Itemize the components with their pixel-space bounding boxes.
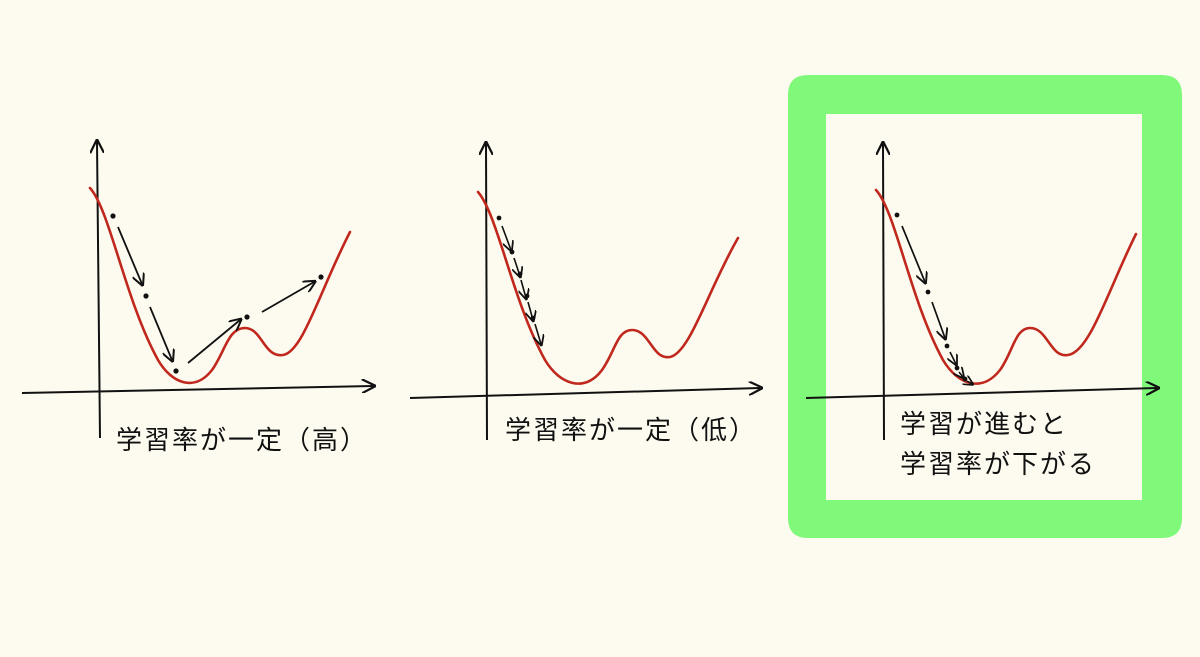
step-arrow [967,381,972,384]
y-axis [883,144,884,441]
step-arrow [261,282,314,313]
step-arrow [521,279,526,298]
step-arrow [528,301,533,320]
step-arrow [117,226,142,284]
step-arrow [950,351,956,364]
x-axis [409,388,760,399]
step-arrow [931,301,945,338]
step-point [110,213,116,219]
panel-low-constant [409,144,760,441]
step-arrow [535,323,541,344]
step-point [318,274,324,280]
step-point [244,314,250,320]
step-arrow [501,225,511,250]
step-point [954,365,960,371]
step-point [496,215,502,221]
step-arrow [187,320,240,364]
step-arrow [149,306,172,360]
caption-decaying-line-2: 学習率が下がる [900,450,1097,480]
step-point [143,293,149,299]
step-point [944,343,950,349]
step-point [509,249,515,255]
x-axis [21,386,373,394]
step-arrow [901,225,925,282]
step-point [962,376,968,382]
highlight-frame [788,75,1182,538]
panel-decaying [805,144,1157,441]
loss-curve [476,190,740,385]
step-point [894,212,900,218]
caption-decaying: 学習が進むと 学習率が下がる [900,405,1096,485]
x-axis [805,388,1157,399]
step-arrow [959,372,963,377]
caption-low-constant: 学習率が一定（低） [505,416,758,446]
y-axis [486,144,487,441]
y-axis [97,142,100,439]
caption-high-constant: 学習率が一定（高） [116,426,369,456]
step-point [925,289,931,295]
caption-decaying-line-1: 学習が進むと [900,410,1069,440]
step-arrow [514,257,520,276]
step-point [173,368,179,374]
panel-high-constant [21,142,373,439]
loss-curve [88,186,352,385]
loss-curve [874,188,1138,385]
